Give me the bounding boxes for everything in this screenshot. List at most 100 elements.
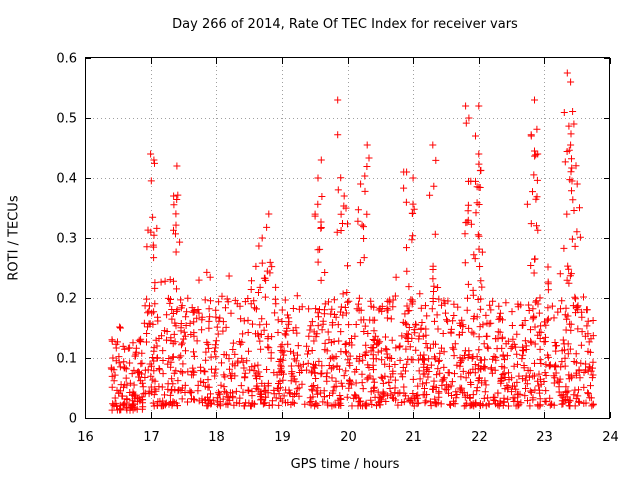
scatter-point [541, 318, 548, 326]
scatter-point [510, 362, 518, 370]
scatter-point [251, 304, 258, 312]
scatter-point [227, 309, 235, 317]
scatter-point [274, 329, 282, 336]
scatter-point [206, 313, 214, 321]
scatter-point [143, 243, 151, 251]
scatter-point [429, 262, 437, 270]
scatter-point [406, 397, 414, 404]
scatter-point [276, 377, 284, 385]
x-tick-label: 19 [274, 430, 291, 445]
scatter-point [465, 324, 473, 332]
scatter-point [213, 394, 221, 402]
scatter-point [215, 390, 223, 398]
scatter-point [272, 283, 280, 291]
scatter-point [348, 402, 356, 410]
scatter-point [184, 398, 191, 406]
scatter-point [462, 119, 470, 127]
scatter-point [301, 400, 309, 408]
scatter-point [317, 156, 325, 164]
scatter-point [323, 347, 331, 355]
scatter-point [168, 387, 176, 395]
scatter-point [527, 262, 535, 269]
scatter-point [329, 387, 337, 395]
scatter-point [517, 301, 525, 309]
scatter-point [264, 343, 272, 351]
scatter-point [561, 311, 569, 319]
scatter-point [410, 205, 418, 213]
scatter-point [264, 379, 272, 387]
scatter-point [467, 378, 474, 386]
scatter-point [510, 382, 518, 390]
scatter-point [370, 327, 378, 335]
scatter-point [427, 402, 435, 410]
scatter-point [252, 305, 260, 313]
scatter-point [546, 394, 554, 402]
scatter-point [152, 336, 160, 344]
scatter-point [416, 290, 424, 298]
scatter-point [338, 382, 346, 390]
scatter-point [558, 297, 566, 305]
scatter-point [351, 332, 359, 340]
scatter-point [503, 382, 511, 390]
scatter-point [337, 379, 345, 387]
scatter-point [159, 357, 167, 364]
scatter-point [508, 374, 516, 382]
scatter-point [342, 204, 350, 212]
scatter-point [388, 336, 396, 344]
scatter-point [471, 361, 479, 368]
scatter-point [391, 376, 399, 384]
scatter-point [527, 326, 534, 334]
scatter-point [131, 404, 139, 412]
scatter-point [337, 308, 344, 316]
scatter-point [344, 298, 351, 306]
scatter-point [305, 332, 313, 340]
scatter-point [481, 388, 489, 396]
scatter-point [330, 338, 338, 345]
scatter-point [435, 356, 443, 364]
scatter-point [458, 316, 466, 324]
scatter-point [530, 269, 538, 277]
scatter-point [359, 356, 367, 364]
scatter-point [334, 321, 342, 329]
scatter-point [526, 367, 534, 375]
scatter-point [181, 332, 189, 340]
scatter-point [450, 352, 458, 360]
scatter-point [237, 315, 245, 323]
scatter-point [130, 381, 138, 389]
scatter-point [431, 355, 439, 363]
scatter-point [531, 340, 539, 348]
scatter-point [540, 338, 548, 346]
scatter-point [252, 262, 260, 270]
x-axis-label: GPS time / hours [290, 457, 400, 472]
scatter-point [147, 372, 155, 380]
scatter-point [566, 345, 574, 353]
scatter-point [571, 386, 579, 394]
scatter-point [143, 338, 150, 346]
scatter-point [519, 375, 527, 383]
scatter-point [432, 340, 439, 348]
scatter-point [361, 401, 369, 409]
scatter-point [463, 218, 471, 226]
scatter-point [120, 383, 127, 391]
scatter-point [450, 312, 458, 319]
scatter-point [498, 335, 506, 343]
scatter-point [505, 402, 512, 410]
scatter-point [107, 364, 115, 372]
scatter-point [476, 356, 484, 364]
x-tick-label: 16 [77, 430, 94, 445]
scatter-point [476, 402, 484, 410]
scatter-point [150, 308, 158, 316]
scatter-point [222, 389, 230, 397]
scatter-point [422, 302, 429, 310]
scatter-point [497, 377, 505, 385]
scatter-point [403, 360, 411, 368]
scatter-point [541, 397, 549, 405]
scatter-point [465, 369, 472, 377]
scatter-point [533, 176, 541, 184]
scatter-point [317, 218, 325, 226]
scatter-point [207, 390, 214, 398]
scatter-point [250, 367, 258, 375]
scatter-point [141, 366, 149, 374]
scatter-point [426, 398, 434, 406]
